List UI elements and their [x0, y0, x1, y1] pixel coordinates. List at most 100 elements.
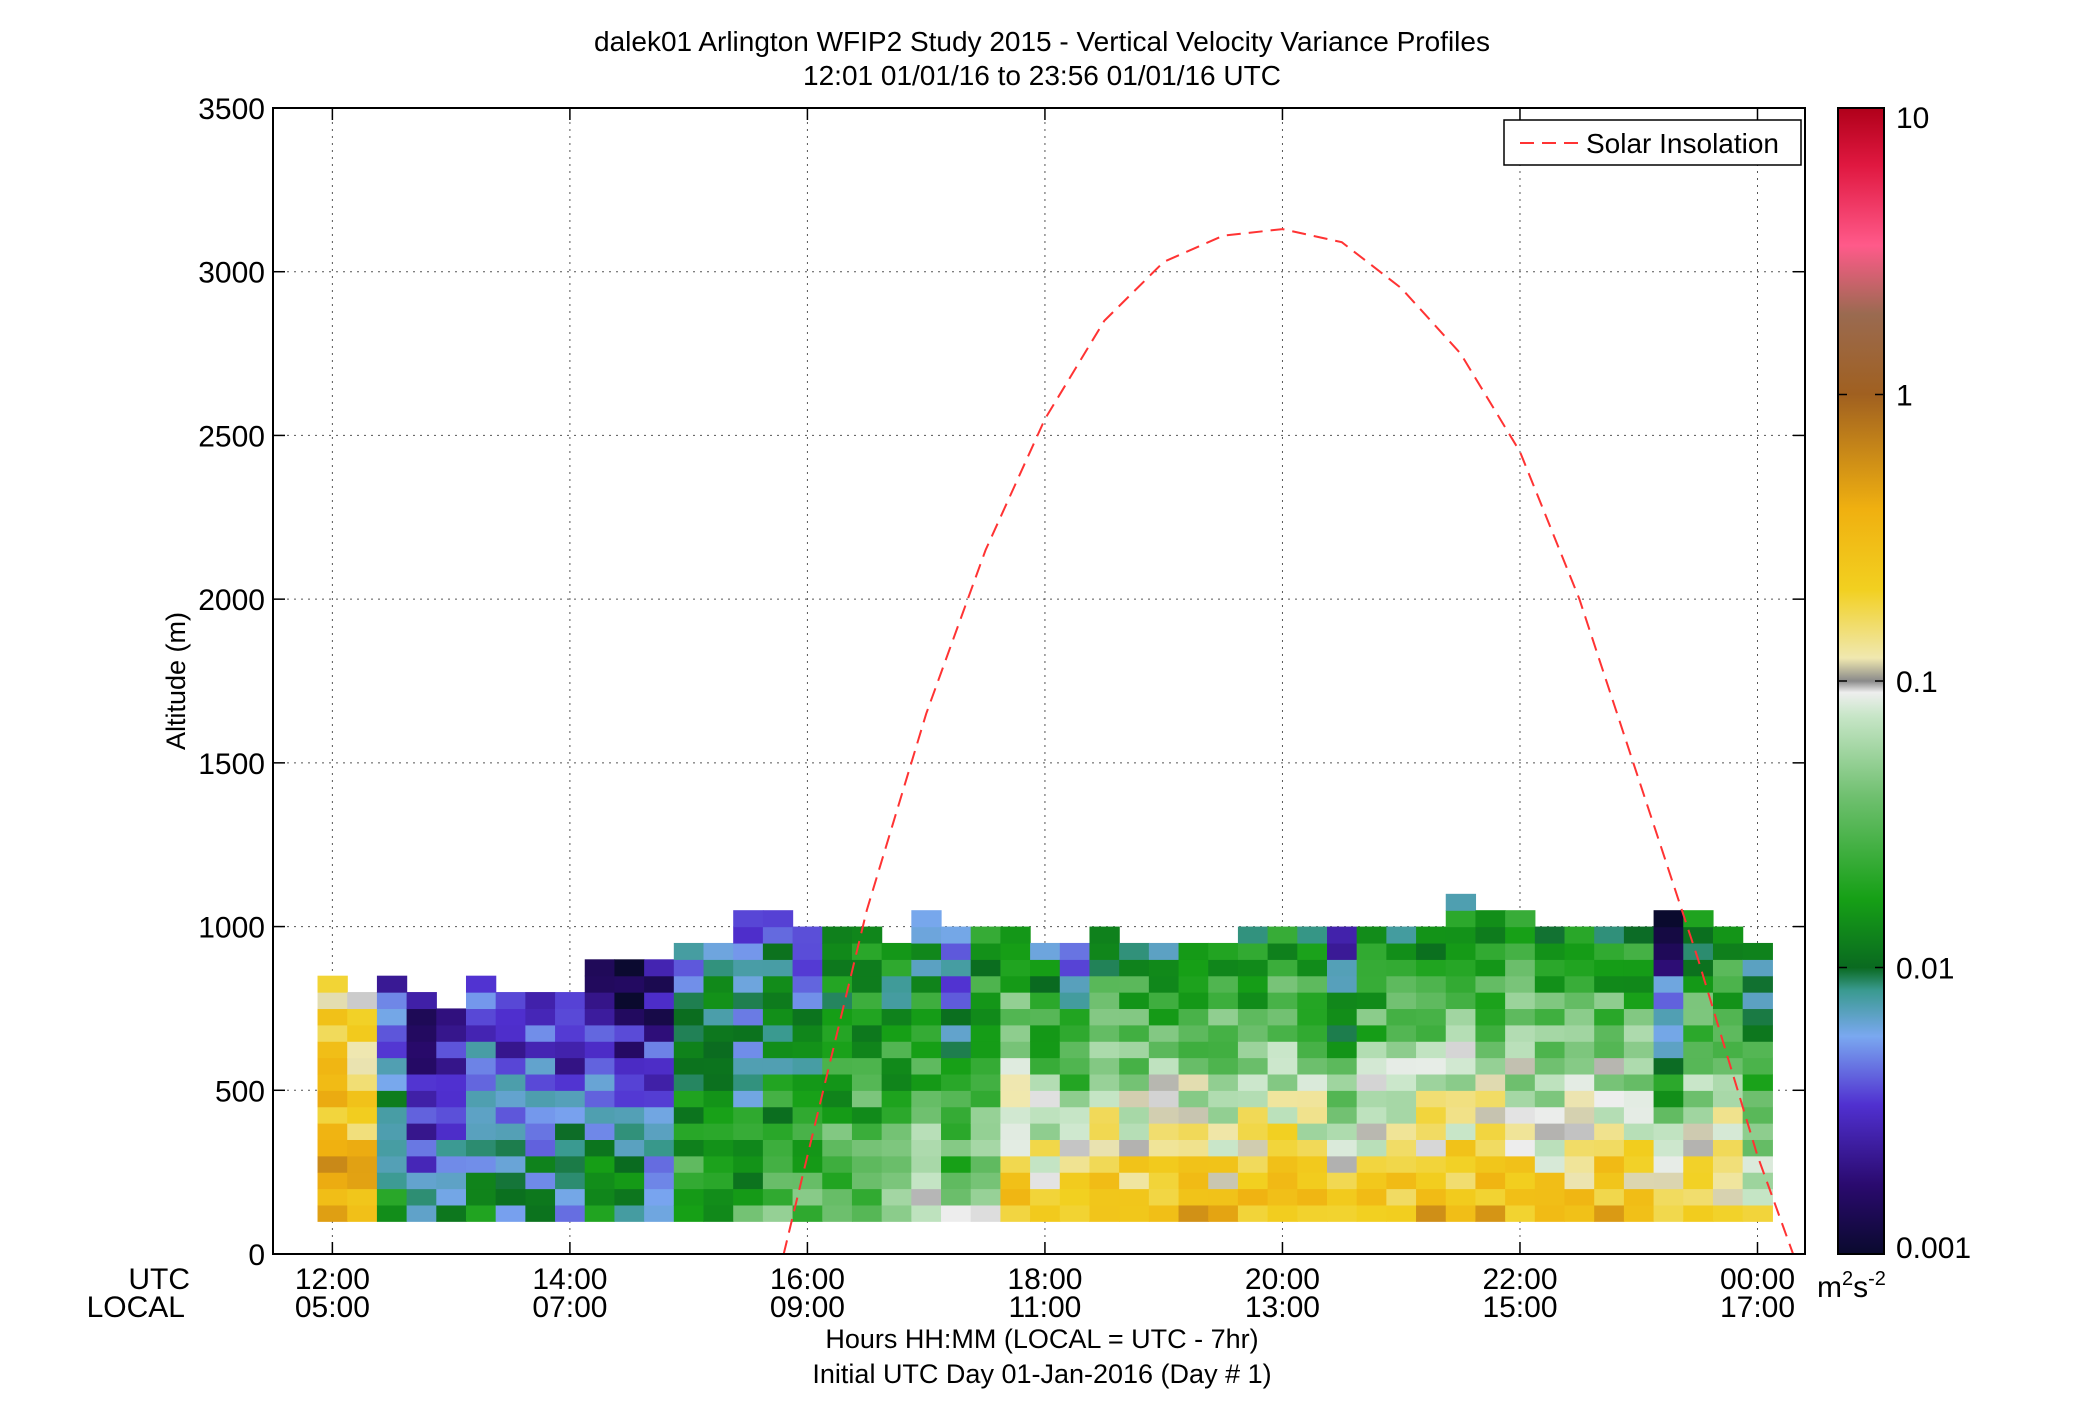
heatmap-cell [1356, 1008, 1387, 1026]
heatmap-cell [1000, 942, 1031, 960]
heatmap-cell [1059, 1057, 1091, 1075]
heatmap-cell [1178, 1155, 1209, 1173]
heatmap-cell [1712, 1008, 1744, 1026]
heatmap-cell [1297, 1155, 1328, 1173]
heatmap-cell [1594, 1123, 1625, 1140]
heatmap-cell [644, 1172, 675, 1190]
heatmap-cell [1623, 959, 1655, 977]
heatmap-cell [1623, 926, 1655, 944]
heatmap-cell [1267, 1139, 1298, 1157]
heatmap-cell [1267, 1204, 1298, 1222]
heatmap-cell [851, 959, 883, 977]
heatmap-cell [970, 1172, 1002, 1190]
heatmap-cell [1148, 1188, 1180, 1206]
heatmap-cell [1356, 1024, 1387, 1042]
heatmap-cell [941, 1139, 972, 1157]
heatmap-cell [1445, 1024, 1477, 1042]
heatmap-cell [1297, 1024, 1328, 1042]
heatmap-cell [347, 1008, 378, 1026]
y-tick-label: 500 [215, 1075, 265, 1108]
heatmap-cell [436, 1204, 467, 1222]
heatmap-cell [1445, 1172, 1477, 1190]
heatmap-cell [1237, 1139, 1269, 1157]
heatmap-cell [733, 1155, 764, 1173]
heatmap-cell [495, 1204, 526, 1222]
heatmap-cell [1089, 959, 1120, 977]
heatmap-cell [970, 1139, 1002, 1157]
heatmap-cell [1030, 1041, 1061, 1059]
heatmap-cell [881, 1041, 912, 1059]
heatmap-cell [1089, 1008, 1120, 1026]
heatmap-cell [644, 992, 675, 1010]
heatmap-cell [792, 1188, 823, 1206]
heatmap-cell [1386, 959, 1417, 977]
heatmap-cell [1208, 1057, 1239, 1075]
heatmap-cell [1742, 942, 1773, 960]
heatmap-cell [555, 1073, 586, 1091]
heatmap-cell [1089, 926, 1120, 944]
heatmap-cell [1564, 992, 1595, 1010]
heatmap-cell [1445, 992, 1477, 1010]
heatmap-cell [1030, 992, 1061, 1010]
heatmap-cell [1683, 992, 1714, 1010]
heatmap-cell [1475, 1139, 1506, 1157]
heatmap-cell [555, 1024, 586, 1042]
heatmap-cell [1059, 1172, 1091, 1190]
heatmap-cell [1416, 1041, 1447, 1059]
heatmap-cell [792, 942, 823, 960]
heatmap-cell [1742, 1073, 1773, 1091]
heatmap-cell [1059, 1041, 1091, 1059]
heatmap-cell [1416, 1106, 1447, 1124]
heatmap-cell [525, 1139, 556, 1157]
heatmap-cell [495, 1106, 526, 1124]
heatmap-cell [614, 1057, 645, 1075]
heatmap-cell [822, 1041, 853, 1059]
heatmap-cell [1386, 1123, 1417, 1140]
colorbar-tick-label: 10 [1896, 102, 1929, 135]
heatmap-cell [941, 1155, 972, 1173]
heatmap-cell [1534, 1106, 1566, 1124]
heatmap-cell [1148, 1123, 1180, 1140]
heatmap-cell [911, 1024, 942, 1042]
heatmap-cell [1356, 992, 1387, 1010]
heatmap-cell [495, 1041, 526, 1059]
utc-row-label: UTC [128, 1263, 190, 1296]
chart-title: dalek01 Arlington WFIP2 Study 2015 - Ver… [594, 26, 1490, 57]
heatmap-cell [1267, 1123, 1298, 1140]
heatmap-cell [1416, 942, 1447, 960]
y-tick-label: 2000 [198, 584, 265, 617]
heatmap-cell [1594, 1106, 1625, 1124]
heatmap-cell [1030, 959, 1061, 977]
heatmap-cell [1237, 1172, 1269, 1190]
x-tick-label-local: 17:00 [1720, 1291, 1795, 1324]
heatmap-cell [1623, 992, 1655, 1010]
heatmap-cell [970, 1188, 1002, 1206]
heatmap-cell [1712, 1188, 1744, 1206]
heatmap-cell [1564, 1155, 1595, 1173]
heatmap-cell [733, 1123, 764, 1140]
heatmap-cell [792, 1024, 823, 1042]
heatmap-cell [851, 1172, 883, 1190]
heatmap-cell [911, 1008, 942, 1026]
heatmap-cell [673, 1204, 705, 1222]
heatmap-cell [1594, 1057, 1625, 1075]
heatmap-cell [1564, 942, 1595, 960]
heatmap-cell [911, 1204, 942, 1222]
heatmap-cell [1386, 1139, 1417, 1157]
heatmap-cell [1237, 1024, 1269, 1042]
heatmap-cell [1416, 1188, 1447, 1206]
heatmap-cell [792, 992, 823, 1010]
heatmap-cell [970, 1057, 1002, 1075]
heatmap-cell [1178, 1106, 1209, 1124]
heatmap-cell [1059, 959, 1091, 977]
heatmap-cell [1475, 1073, 1506, 1091]
heatmap-cell [1326, 1123, 1358, 1140]
heatmap-cell [1267, 959, 1298, 977]
heatmap-cell [614, 1155, 645, 1173]
heatmap-cell [1030, 1057, 1061, 1075]
heatmap-cell [376, 1123, 408, 1140]
heatmap-cell [1742, 992, 1773, 1010]
heatmap-cell [1445, 1123, 1477, 1140]
heatmap-cell [1326, 1057, 1358, 1075]
heatmap-cell [1386, 1090, 1417, 1108]
